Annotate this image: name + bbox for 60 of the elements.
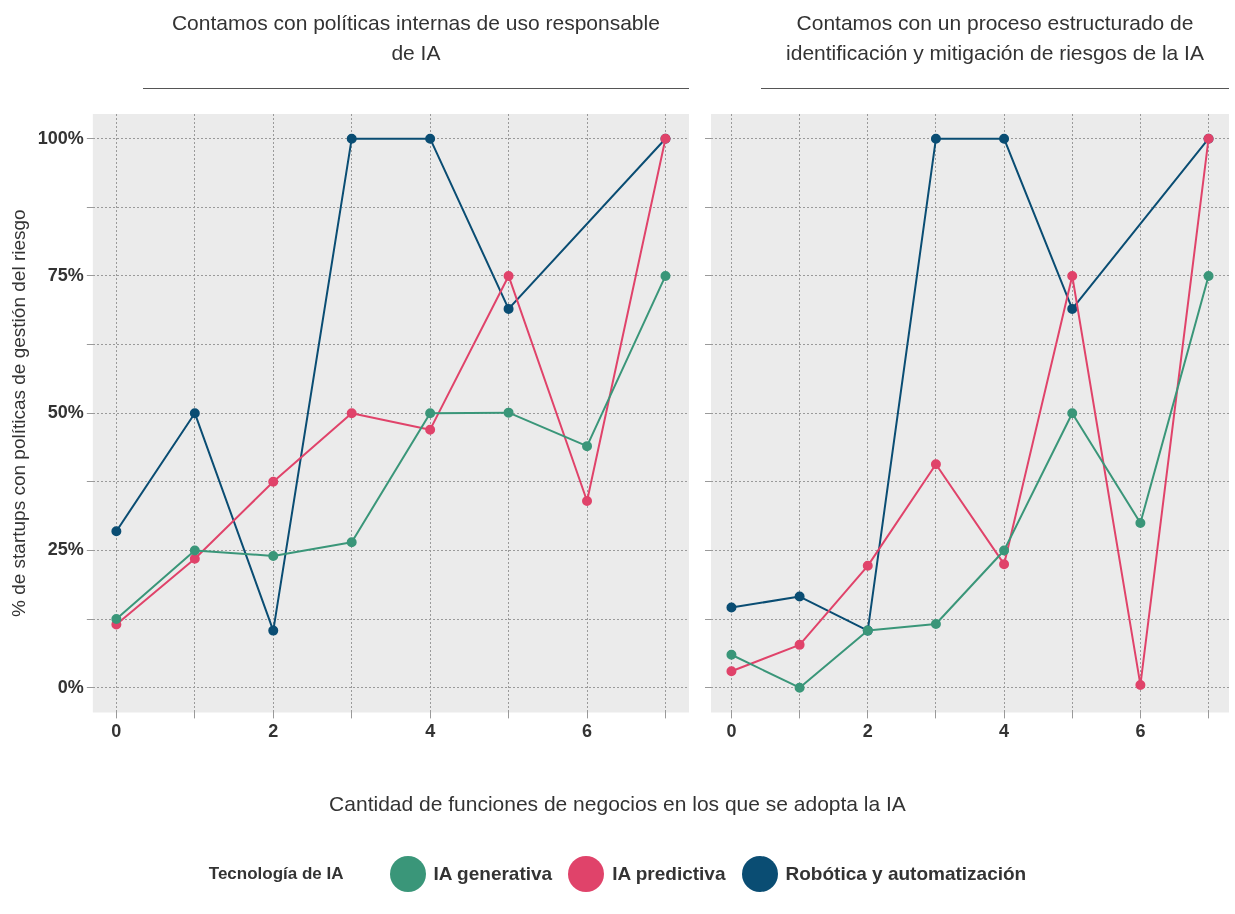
point [268,476,279,487]
point [726,649,737,660]
x-tick-label: 0 [726,721,737,742]
point [999,559,1010,570]
point [660,270,671,281]
point [794,591,805,602]
y-tick-label: 0% [57,676,84,697]
x-tick-label: 4 [999,721,1010,742]
point [862,560,873,571]
legend-label: IA predictiva [612,863,726,885]
x-tick-label: 2 [862,721,873,742]
point [189,408,200,419]
point [794,682,805,693]
point [425,424,436,435]
y-tick-label: 75% [47,264,84,285]
point [1067,270,1078,281]
point [503,270,514,281]
point [425,133,436,144]
x-axis-title: Cantidad de funciones de negocios en los que se adopta la IA [328,792,907,816]
point [189,545,200,556]
point [1067,408,1078,419]
point [930,619,941,630]
x-tick-label: 2 [268,721,279,742]
x-tick-label: 0 [111,721,122,742]
chart-title: Contamos con un proceso estructurado de identificación y mitigación de riesgos de la IA [785,10,1205,66]
legend-label: Robótica y automatización [785,863,1027,885]
point [111,526,122,537]
point [425,408,436,419]
y-axis-title: % de startups con políticas de gestión del riesgo [7,209,29,618]
y-tick-label: 50% [47,402,84,423]
x-tick-label: 4 [425,721,436,742]
point [930,459,941,470]
legend-title: Tecnología de IA [208,864,344,884]
point [726,666,737,677]
point [503,407,514,418]
point [346,133,357,144]
point [582,441,593,452]
point [726,602,737,613]
legend-label: IA generativa [433,863,553,885]
point [999,133,1010,144]
point [346,408,357,419]
point [111,614,122,625]
point [268,625,279,636]
y-tick-label: 100% [37,127,84,148]
point [1135,679,1146,690]
y-tick-label: 25% [47,539,84,560]
chart-title: Contamos con políticas internas de uso responsable de IA [170,10,661,66]
point [1067,303,1078,314]
point [930,133,941,144]
x-tick-label: 6 [582,721,593,742]
point [503,303,514,314]
point [189,553,200,564]
point [268,550,279,561]
x-tick-label: 6 [1135,721,1146,742]
point [1203,270,1214,281]
point [1135,518,1146,528]
point [582,496,593,507]
point [346,537,357,548]
point [999,545,1010,556]
point [794,639,805,650]
